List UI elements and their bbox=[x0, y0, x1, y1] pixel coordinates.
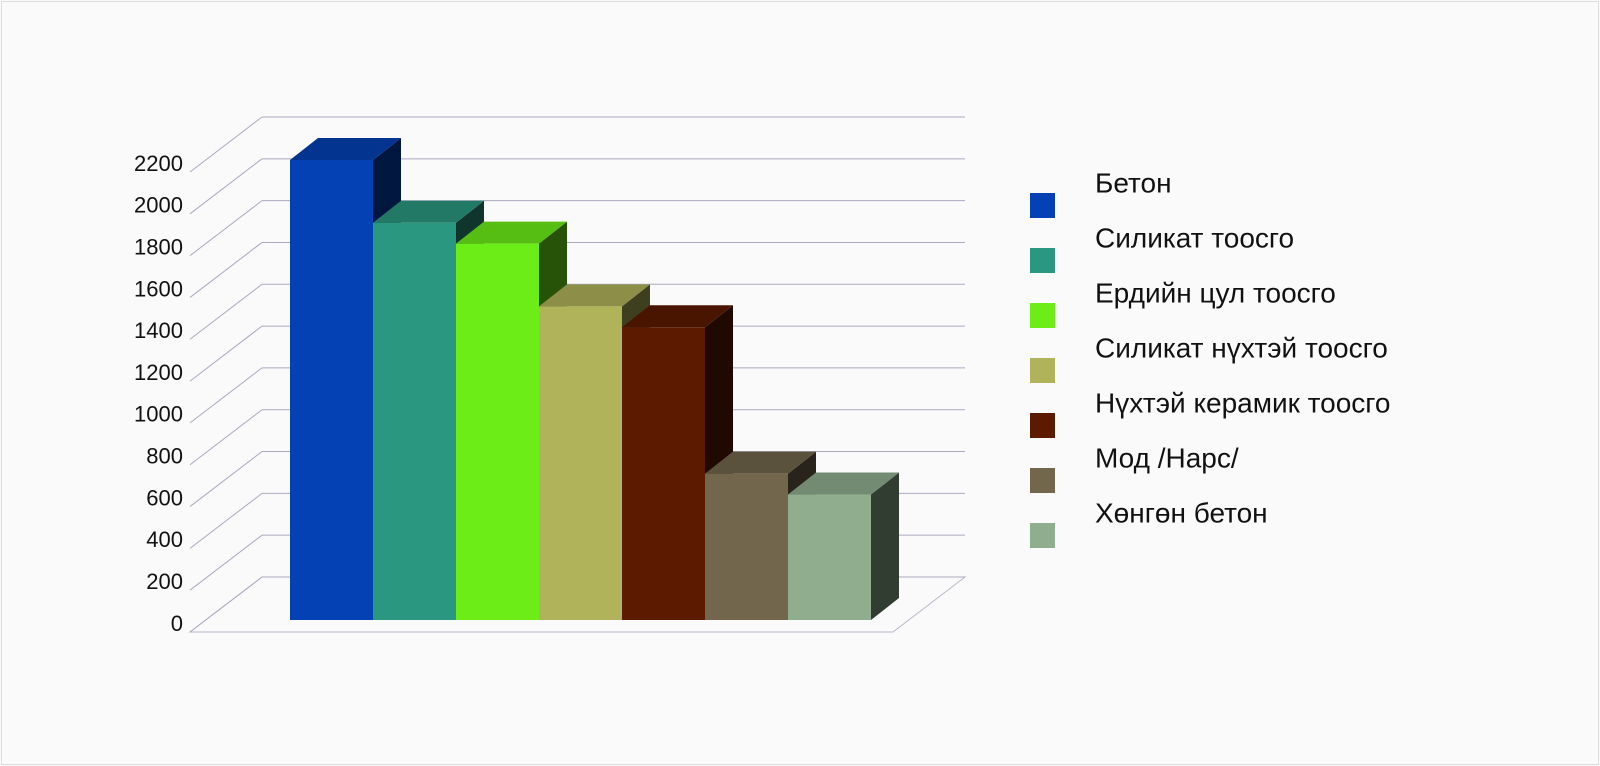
y-tick-label: 1000 bbox=[134, 402, 183, 427]
bar-top bbox=[456, 221, 567, 244]
grid-line-side bbox=[189, 492, 263, 549]
bar bbox=[373, 222, 456, 620]
grid-line-side bbox=[189, 242, 263, 298]
grid-line-side bbox=[189, 409, 263, 466]
y-tick-label: 1600 bbox=[134, 276, 183, 301]
bar-top bbox=[622, 305, 733, 328]
y-tick-label: 1200 bbox=[134, 360, 183, 385]
grid-line-side bbox=[189, 534, 263, 591]
bar-top bbox=[705, 451, 816, 474]
bar bbox=[290, 160, 373, 620]
legend-swatch bbox=[1030, 303, 1055, 328]
y-tick-label: 800 bbox=[146, 444, 183, 469]
bar-side bbox=[871, 472, 899, 620]
legend-label: Нүхтэй керамик тоосго bbox=[1095, 387, 1390, 418]
bar-top bbox=[290, 138, 401, 160]
legend-label: Хөнгөн бетон bbox=[1095, 497, 1268, 528]
grid-line-side bbox=[189, 116, 263, 173]
bar-top bbox=[788, 472, 899, 495]
y-tick-label: 1800 bbox=[134, 234, 183, 259]
grid-line-side bbox=[189, 367, 263, 424]
legend-label: Силикат тоосго bbox=[1095, 222, 1294, 253]
legend-swatch bbox=[1030, 413, 1055, 438]
bar bbox=[456, 243, 539, 621]
legend-swatch bbox=[1030, 468, 1055, 493]
y-tick-label: 400 bbox=[146, 527, 183, 552]
grid-line-side bbox=[189, 200, 263, 257]
grid-line-side bbox=[189, 283, 263, 340]
bar-top bbox=[539, 284, 650, 307]
y-tick-label: 0 bbox=[171, 611, 183, 636]
grid-line-side bbox=[189, 325, 263, 382]
y-tick-label: 600 bbox=[146, 485, 183, 510]
legend-label: Мод /Нарс/ bbox=[1095, 442, 1239, 473]
y-tick-label: 1400 bbox=[134, 318, 183, 343]
y-tick-label: 2200 bbox=[134, 151, 183, 176]
grid-line-side bbox=[189, 158, 263, 215]
legend-label: Силикат нүхтэй тоосго bbox=[1095, 332, 1388, 363]
legend-label: Ердийн цул тоосго bbox=[1095, 277, 1336, 308]
grid-line-side bbox=[189, 576, 263, 633]
legend-label: Бетон bbox=[1095, 167, 1172, 198]
legend-swatch bbox=[1030, 193, 1055, 218]
bar bbox=[539, 306, 622, 620]
bar bbox=[622, 327, 705, 620]
legend-swatch bbox=[1030, 358, 1055, 383]
legend-swatch bbox=[1030, 523, 1055, 548]
y-tick-label: 200 bbox=[146, 569, 183, 594]
grid-line-side bbox=[189, 451, 263, 507]
bar-top bbox=[373, 200, 484, 223]
bar bbox=[705, 473, 788, 620]
legend-swatch bbox=[1030, 248, 1055, 273]
y-tick-label: 2000 bbox=[134, 193, 183, 218]
bar bbox=[788, 494, 871, 620]
